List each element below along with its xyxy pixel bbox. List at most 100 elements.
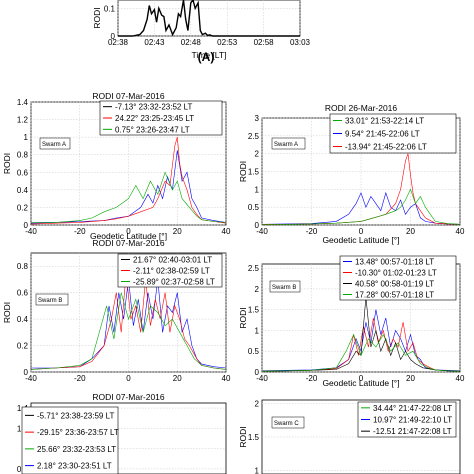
bottom-right-y-tick-label: 1.5 xyxy=(248,433,260,442)
bottom-left-legend-entry: 25.66° 23:32-23:53 LT xyxy=(37,445,116,454)
mid-left-2-y-tick-label: 0.4 xyxy=(17,315,29,324)
mid-right-2-legend-entry: -10.30° 01:02-01:23 LT xyxy=(355,269,437,278)
mid-left-1-legend-entry: -7.13° 23:32-23:52 LT xyxy=(115,103,192,112)
bottom-left-chart-title: RODI 07-Mar-2016 xyxy=(92,392,165,402)
top-y-tick-label: 0.1 xyxy=(104,4,116,13)
mid-left-2-legend-box xyxy=(117,253,223,288)
top-x-axis-label: Time [LT] xyxy=(192,50,227,60)
mid-left-2-x-tick-label: 40 xyxy=(222,374,231,383)
top-x-tick-label: 02:53 xyxy=(217,38,238,47)
mid-right-1-x-axis-label: Geodetic Latitude [°] xyxy=(322,235,399,245)
mid-right-2-y-axis-label: RODI xyxy=(238,307,248,328)
mid-right-1-x-tick-label: -40 xyxy=(256,227,268,236)
mid-left-2-swarm-box xyxy=(35,293,69,306)
bottom-right-legend-entry: -12.51 21:47-22:08 LT xyxy=(373,427,452,436)
mid-left-1-y-tick-label: 1.2 xyxy=(17,116,29,125)
mid-left-1-chart-title: RODI 07-Mar-2016 xyxy=(92,91,165,101)
mid-right-1-series-line-2 xyxy=(262,188,461,225)
mid-left-1-swarm-label: Swarm A xyxy=(42,142,66,148)
mid-left-1-series-line-1 xyxy=(30,137,227,225)
mid-left-2-y-tick-label: 0 xyxy=(24,368,29,377)
mid-left-2-series-line-0 xyxy=(31,279,227,369)
mid-right-2-x-tick-label: 20 xyxy=(406,374,415,383)
mid-right-2-x-tick-label: 0 xyxy=(359,374,364,383)
mid-left-2-x-tick-label: -40 xyxy=(25,374,37,383)
mid-left-2-y-axis-label: RODI xyxy=(2,302,12,323)
top-y-tick-label: 0 xyxy=(111,32,116,41)
mid-left-1-x-axis-label: Geodetic Latitude [°] xyxy=(90,231,167,241)
mid-right-1-y-tick-label: 1.5 xyxy=(248,168,260,177)
mid-right-1-legend-entry: -13.94° 21:45-22:06 LT xyxy=(345,143,427,152)
bottom-right-y-tick-label: 2 xyxy=(255,399,260,408)
mid-right-2-x-axis-label: Geodetic Latitude [°] xyxy=(322,378,399,388)
mid-right-2-swarm-box xyxy=(269,280,301,293)
mid-right-2-y-tick-label: 2.5 xyxy=(248,264,260,273)
bottom-right-y-axis-label: RODI xyxy=(238,426,248,447)
mid-left-1-y-tick-label: 0.4 xyxy=(17,186,29,195)
mid-left-1-swarm-box xyxy=(39,137,71,150)
top-y-axis-label: RODI xyxy=(92,7,102,28)
mid-right-1-x-tick-label: 20 xyxy=(406,227,415,236)
mid-right-2-y-tick-label: 1 xyxy=(255,326,260,335)
mid-left-2-x-tick-label: -20 xyxy=(74,374,86,383)
top-x-tick-label: 03:03 xyxy=(290,38,311,47)
mid-right-1-swarm-box xyxy=(271,137,306,150)
mid-left-2-series-line-1 xyxy=(30,272,227,370)
bottom-right-swarm-label: Swarm C xyxy=(274,421,299,427)
mid-right-1-y-tick-label: 2 xyxy=(255,150,260,159)
mid-left-1-legend-entry: 24.22° 23:25-23:45 LT xyxy=(115,114,194,123)
mid-right-1-y-tick-label: 2.5 xyxy=(248,132,260,141)
top-plot-frame xyxy=(117,0,301,37)
mid-left-1-legend-box xyxy=(99,100,223,136)
top-series-line-0 xyxy=(118,0,300,37)
mid-right-2-legend-entry: 40.58° 00:58-01:19 LT xyxy=(355,280,434,289)
mid-left-2-chart-title: RODI 07-Mar-2016 xyxy=(92,238,165,248)
mid-left-1-x-tick-label: -20 xyxy=(74,227,86,236)
mid-right-2-y-tick-label: 1.5 xyxy=(248,306,260,315)
bottom-right-y-tick-label: 1 xyxy=(255,467,260,474)
bottom-left-legend-entry: -29.15° 23:36-23:57 LT xyxy=(37,428,119,437)
bottom-right-swarm-box xyxy=(271,416,305,429)
bottom-left-legend-entry: 2.18° 23:30-23:51 LT xyxy=(37,462,112,471)
mid-right-2-series-line-3 xyxy=(261,333,461,372)
mid-right-1-legend-box xyxy=(329,113,457,154)
mid-right-2-series-line-1 xyxy=(261,317,461,372)
mid-right-2-x-tick-label: -20 xyxy=(306,374,318,383)
mid-right-2-swarm-label: Swarm B xyxy=(272,285,296,291)
top-x-tick-label: 02:48 xyxy=(181,38,202,47)
mid-left-1-series-line-2 xyxy=(31,171,227,223)
mid-right-1-y-axis-label: RODI xyxy=(238,161,248,182)
mid-left-2-legend-entry: -2.11° 02:38-02:59 LT xyxy=(133,267,210,276)
figure-label: (A) xyxy=(198,50,215,64)
mid-right-1-series-line-0 xyxy=(261,191,461,225)
mid-right-2-legend-box xyxy=(339,255,457,301)
mid-right-1-legend-entry: 33.01° 21:53-22:14 LT xyxy=(345,117,424,126)
mid-right-1-x-tick-label: 40 xyxy=(456,227,465,236)
bottom-left-legend-box xyxy=(21,406,119,474)
mid-left-2-legend-entry: 21.67° 02:40-03:01 LT xyxy=(133,256,212,265)
mid-left-1-legend-entry: 0.75° 23:26-23:47 LT xyxy=(115,125,190,134)
mid-right-1-legend-entry: 9.54° 21:45-22:06 LT xyxy=(345,130,420,139)
top-x-tick-label: 02:38 xyxy=(108,38,129,47)
bottom-right-legend-entry: 34.44° 21:47-22:08 LT xyxy=(373,404,452,413)
mid-right-2-y-tick-label: 0 xyxy=(255,368,260,377)
mid-left-1-x-tick-label: 40 xyxy=(222,227,231,236)
mid-right-1-y-tick-label: 3 xyxy=(255,114,260,123)
mid-left-1-y-tick-label: 0.2 xyxy=(17,203,29,212)
mid-left-1-x-tick-label: 0 xyxy=(126,227,131,236)
mid-right-1-y-tick-label: 1 xyxy=(255,185,260,194)
mid-left-2-x-tick-label: 20 xyxy=(173,374,182,383)
mid-left-1-y-tick-label: 1 xyxy=(24,133,29,142)
mid-left-2-x-tick-label: 0 xyxy=(126,374,131,383)
top-x-tick-label: 02:43 xyxy=(144,38,165,47)
mid-right-2-legend-entry: 13.48° 00:57-01:18 LT xyxy=(355,258,434,267)
mid-left-1-y-tick-label: 0.8 xyxy=(17,151,29,160)
mid-right-2-x-tick-label: 40 xyxy=(456,374,465,383)
mid-right-1-x-tick-label: -20 xyxy=(306,227,318,236)
mid-right-2-series-line-2 xyxy=(261,297,461,372)
mid-right-1-y-tick-label: 0.5 xyxy=(248,203,260,212)
top-x-tick-label: 02:58 xyxy=(254,38,275,47)
mid-left-2-swarm-label: Swarm B xyxy=(38,298,62,304)
mid-left-2-y-tick-label: 0.6 xyxy=(17,289,29,298)
